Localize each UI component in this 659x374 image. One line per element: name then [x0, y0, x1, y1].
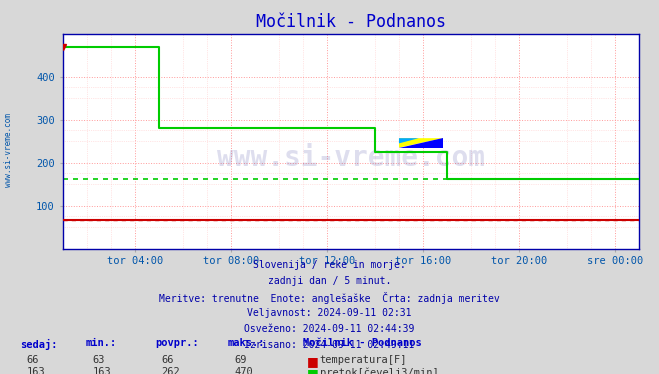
- Text: 262: 262: [161, 367, 180, 374]
- Text: sedaj:: sedaj:: [20, 338, 57, 349]
- Text: Osveženo: 2024-09-11 02:44:39: Osveženo: 2024-09-11 02:44:39: [244, 324, 415, 334]
- Text: ■: ■: [306, 367, 318, 374]
- Text: min.:: min.:: [86, 338, 117, 349]
- Text: pretok[čevelj3/min]: pretok[čevelj3/min]: [320, 367, 438, 374]
- Text: maks.:: maks.:: [227, 338, 265, 349]
- Text: Izrisano: 2024-09-11 02:49:11: Izrisano: 2024-09-11 02:49:11: [244, 340, 415, 350]
- Text: ■: ■: [306, 355, 318, 368]
- Text: Meritve: trenutne  Enote: anglešaške  Črta: zadnja meritev: Meritve: trenutne Enote: anglešaške Črta…: [159, 292, 500, 304]
- Text: zadnji dan / 5 minut.: zadnji dan / 5 minut.: [268, 276, 391, 286]
- Text: Močilnik - Podnanos: Močilnik - Podnanos: [303, 338, 422, 349]
- Text: www.si-vreme.com: www.si-vreme.com: [217, 144, 485, 172]
- Title: Močilnik - Podnanos: Močilnik - Podnanos: [256, 13, 446, 31]
- Text: Slovenija / reke in morje.: Slovenija / reke in morje.: [253, 260, 406, 270]
- Text: 66: 66: [161, 355, 174, 365]
- Text: 66: 66: [26, 355, 39, 365]
- Text: temperatura[F]: temperatura[F]: [320, 355, 407, 365]
- Text: 69: 69: [234, 355, 246, 365]
- Polygon shape: [399, 138, 418, 143]
- Text: 63: 63: [92, 355, 105, 365]
- Text: 163: 163: [26, 367, 45, 374]
- Text: Veljavnost: 2024-09-11 02:31: Veljavnost: 2024-09-11 02:31: [247, 308, 412, 318]
- Text: www.si-vreme.com: www.si-vreme.com: [4, 113, 13, 187]
- Text: povpr.:: povpr.:: [155, 338, 198, 349]
- Polygon shape: [399, 138, 443, 148]
- Text: 470: 470: [234, 367, 252, 374]
- Polygon shape: [399, 138, 443, 148]
- Text: 163: 163: [92, 367, 111, 374]
